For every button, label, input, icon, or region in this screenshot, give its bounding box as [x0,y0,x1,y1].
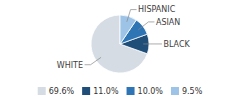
legend: 69.6% 11.0% 10.0% 9.5% [38,87,203,96]
legend-label: 10.0% [138,87,164,96]
annotation: BLACK [163,40,190,49]
leader-line [85,57,101,64]
annotation: WHITE [57,61,83,70]
legend-item: 69.6% [38,87,75,96]
pie [91,15,149,73]
leader-line [127,10,137,22]
legend-swatch [82,87,90,95]
leader-line [138,22,154,30]
legend-label: 9.5% [182,87,203,96]
legend-label: 69.6% [49,87,75,96]
legend-label: 11.0% [93,87,119,96]
chart: WHITE BLACK ASIAN HISPANIC 69.6% 11.0% 10.0% 9.… [0,0,240,100]
annotation: HISPANIC [138,5,176,14]
legend-item: 10.0% [127,87,164,96]
legend-swatch [171,87,179,95]
annotation: ASIAN [156,18,180,27]
leader-line [143,43,162,44]
legend-swatch [38,87,46,95]
legend-item: 9.5% [171,87,203,96]
annotations: WHITE BLACK ASIAN HISPANIC [57,5,191,69]
pie-slice [120,15,136,44]
legend-swatch [127,87,135,95]
legend-item: 11.0% [82,87,119,96]
